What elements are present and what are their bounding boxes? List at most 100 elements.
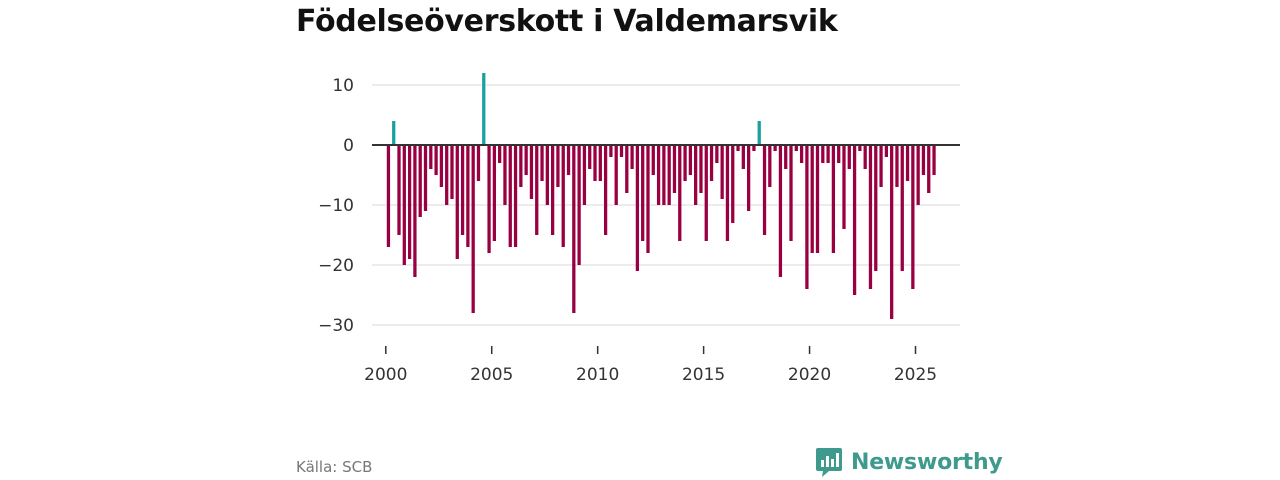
chart-title: Födelseöverskott i Valdemarsvik — [296, 4, 838, 39]
y-tick-label: −10 — [318, 196, 354, 216]
bar — [768, 145, 772, 187]
x-tick-label: 2015 — [682, 365, 725, 385]
bar — [773, 145, 777, 151]
bar — [392, 121, 396, 145]
bar — [413, 145, 417, 277]
bar — [545, 145, 549, 205]
x-tick-label: 2020 — [788, 365, 831, 385]
bar — [466, 145, 470, 247]
bar — [646, 145, 650, 253]
bar — [561, 145, 565, 247]
bar — [492, 145, 497, 241]
bar — [656, 145, 661, 205]
bar — [540, 145, 544, 181]
bar — [826, 145, 830, 163]
bar — [651, 145, 655, 175]
bar — [778, 145, 783, 277]
bar — [752, 145, 756, 151]
bar — [667, 145, 671, 205]
bar — [519, 145, 523, 187]
bar — [688, 145, 693, 175]
bar — [434, 145, 438, 175]
bar — [487, 145, 491, 253]
bar — [635, 145, 640, 271]
bar — [911, 145, 915, 289]
bar — [603, 145, 608, 235]
bar — [566, 145, 571, 175]
bar — [407, 145, 412, 259]
y-axis-labels: 10 0 −10 −20 −30 — [318, 76, 354, 336]
x-tick-label: 2025 — [894, 365, 937, 385]
bar — [747, 145, 751, 211]
bar — [927, 145, 931, 193]
bar — [852, 145, 857, 295]
bar — [641, 145, 645, 241]
bar — [683, 145, 687, 181]
bar — [508, 145, 512, 247]
bar — [921, 145, 926, 175]
bar — [715, 145, 719, 163]
bar — [625, 145, 629, 193]
x-tick-label: 2005 — [470, 365, 513, 385]
bar — [757, 121, 761, 145]
bar — [874, 145, 878, 271]
bar — [858, 145, 862, 151]
bar — [577, 145, 581, 265]
bar — [895, 145, 899, 187]
bar — [810, 145, 814, 253]
bar — [863, 145, 867, 169]
bar — [762, 145, 767, 235]
bar — [725, 145, 730, 241]
bar — [879, 145, 883, 187]
y-tick-label: 0 — [343, 136, 354, 156]
bar — [471, 145, 475, 313]
bar — [884, 145, 889, 157]
brand-name: Newsworthy — [851, 449, 1003, 475]
bar — [582, 145, 587, 205]
bar — [678, 145, 682, 241]
bar — [821, 145, 825, 163]
bar — [386, 145, 391, 247]
bar — [805, 145, 809, 289]
bar — [498, 145, 502, 163]
bar — [503, 145, 507, 205]
bar — [524, 145, 528, 175]
bar — [476, 145, 481, 181]
bar — [890, 145, 894, 319]
y-tick-label: 10 — [332, 76, 354, 96]
bar — [418, 145, 422, 217]
bar — [842, 145, 846, 229]
bars — [386, 73, 936, 319]
bar — [789, 145, 793, 241]
bar — [609, 145, 613, 157]
bar — [593, 145, 597, 181]
bar — [847, 145, 851, 169]
bar — [709, 145, 714, 181]
bar — [460, 145, 465, 235]
bar — [397, 145, 401, 235]
bar — [513, 145, 518, 247]
bar — [699, 145, 703, 193]
y-tick-label: −20 — [318, 256, 354, 276]
newsworthy-logo[interactable]: Newsworthy — [815, 446, 1003, 478]
bar — [482, 73, 486, 145]
bar — [905, 145, 910, 181]
bar — [704, 145, 708, 241]
bar — [529, 145, 534, 199]
bar — [794, 145, 798, 151]
x-tick-label: 2010 — [576, 365, 619, 385]
bar — [455, 145, 459, 259]
bar — [720, 145, 724, 199]
bar — [932, 145, 936, 175]
bar — [672, 145, 677, 193]
bar — [445, 145, 449, 205]
bar-chart: 10 0 −10 −20 −30 2000 2005 2010 2015 2020 2025 — [318, 73, 960, 385]
bar — [662, 145, 666, 205]
bar — [736, 145, 740, 151]
bar — [831, 145, 836, 253]
bar — [837, 145, 841, 163]
bar — [815, 145, 820, 253]
bar — [450, 145, 454, 199]
bar — [429, 145, 433, 169]
bar — [572, 145, 576, 313]
